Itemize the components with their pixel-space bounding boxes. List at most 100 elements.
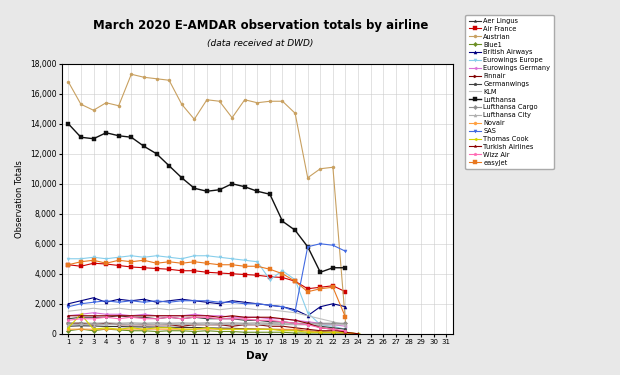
SAS	[291, 309, 299, 314]
easyJet	[203, 261, 211, 266]
Novair	[254, 327, 261, 332]
Thomas Cook	[90, 327, 97, 332]
Lufthansa	[77, 135, 84, 140]
Aer Lingus	[216, 326, 223, 330]
Eurowings Germany	[190, 312, 198, 316]
Austrian	[291, 111, 299, 116]
Aer Lingus	[102, 324, 110, 328]
Austrian	[279, 99, 286, 104]
SAS	[166, 300, 173, 304]
Blue1	[254, 330, 261, 334]
Wizz Air	[190, 315, 198, 320]
Thomas Cook	[317, 330, 324, 334]
Lufthansa City	[342, 322, 349, 327]
Lufthansa City	[115, 322, 122, 327]
Lufthansa Cargo	[279, 321, 286, 325]
Thomas Cook	[166, 326, 173, 330]
Lufthansa	[128, 135, 135, 140]
SAS	[266, 303, 273, 307]
Wizz Air	[64, 318, 72, 322]
KLM	[279, 309, 286, 314]
Line: Lufthansa: Lufthansa	[67, 122, 347, 274]
Lufthansa City	[77, 322, 84, 327]
Aer Lingus	[355, 332, 362, 336]
Eurowings Germany	[153, 314, 160, 318]
Thomas Cook	[291, 328, 299, 333]
Wizz Air	[90, 316, 97, 321]
Lufthansa	[90, 136, 97, 141]
British Airways	[128, 298, 135, 303]
SAS	[203, 298, 211, 303]
Lufthansa City	[140, 322, 148, 327]
Eurowings Germany	[140, 312, 148, 316]
Turkish Airlines	[266, 315, 273, 320]
Lufthansa Cargo	[342, 321, 349, 326]
Line: Thomas Cook: Thomas Cook	[67, 313, 360, 335]
Germanwings	[128, 315, 135, 320]
Novair	[317, 330, 324, 334]
Turkish Airlines	[317, 326, 324, 330]
Austrian	[266, 99, 273, 104]
Blue1	[166, 328, 173, 333]
Eurowings Germany	[329, 322, 337, 327]
Air France	[102, 262, 110, 266]
SAS	[254, 302, 261, 306]
KLM	[153, 306, 160, 310]
Finnair	[342, 329, 349, 334]
Finnair	[153, 322, 160, 327]
Blue1	[342, 331, 349, 335]
British Airways	[228, 298, 236, 303]
Text: (data received at DWD): (data received at DWD)	[207, 39, 314, 48]
Novair	[228, 327, 236, 332]
Lufthansa City	[166, 322, 173, 327]
Lufthansa Cargo	[178, 321, 185, 325]
Lufthansa Cargo	[140, 321, 148, 326]
Air France	[77, 264, 84, 268]
Finnair	[77, 321, 84, 326]
Turkish Airlines	[241, 315, 249, 320]
Lufthansa	[254, 189, 261, 194]
Aer Lingus	[178, 325, 185, 330]
Eurowings Europe	[64, 256, 72, 261]
Turkish Airlines	[64, 314, 72, 318]
Lufthansa Cargo	[317, 321, 324, 326]
Wizz Air	[304, 322, 311, 327]
easyJet	[279, 272, 286, 276]
Finnair	[304, 327, 311, 332]
Line: Finnair: Finnair	[67, 322, 347, 333]
Wizz Air	[128, 315, 135, 320]
Lufthansa City	[90, 322, 97, 327]
Eurowings Europe	[291, 278, 299, 282]
Eurowings Germany	[64, 314, 72, 318]
Line: British Airways: British Airways	[67, 296, 347, 317]
Lufthansa	[115, 134, 122, 138]
British Airways	[203, 300, 211, 304]
SAS	[128, 298, 135, 303]
Eurowings Germany	[115, 312, 122, 316]
Finnair	[241, 322, 249, 327]
Lufthansa	[178, 176, 185, 180]
Aer Lingus	[342, 331, 349, 335]
SAS	[77, 302, 84, 306]
British Airways	[115, 297, 122, 302]
Air France	[329, 284, 337, 288]
Germanwings	[90, 315, 97, 320]
Lufthansa Cargo	[228, 321, 236, 325]
Wizz Air	[115, 316, 122, 321]
Blue1	[266, 330, 273, 334]
Lufthansa	[190, 186, 198, 190]
Air France	[178, 268, 185, 273]
Lufthansa	[102, 130, 110, 135]
SAS	[178, 298, 185, 303]
easyJet	[266, 267, 273, 272]
Germanwings	[228, 316, 236, 321]
Aer Lingus	[291, 328, 299, 332]
SAS	[317, 242, 324, 246]
Lufthansa City	[153, 322, 160, 327]
Air France	[203, 270, 211, 274]
Blue1	[115, 328, 122, 332]
Wizz Air	[254, 318, 261, 322]
Line: Eurowings Germany: Eurowings Germany	[67, 311, 347, 328]
Turkish Airlines	[342, 330, 349, 334]
Eurowings Germany	[317, 321, 324, 326]
